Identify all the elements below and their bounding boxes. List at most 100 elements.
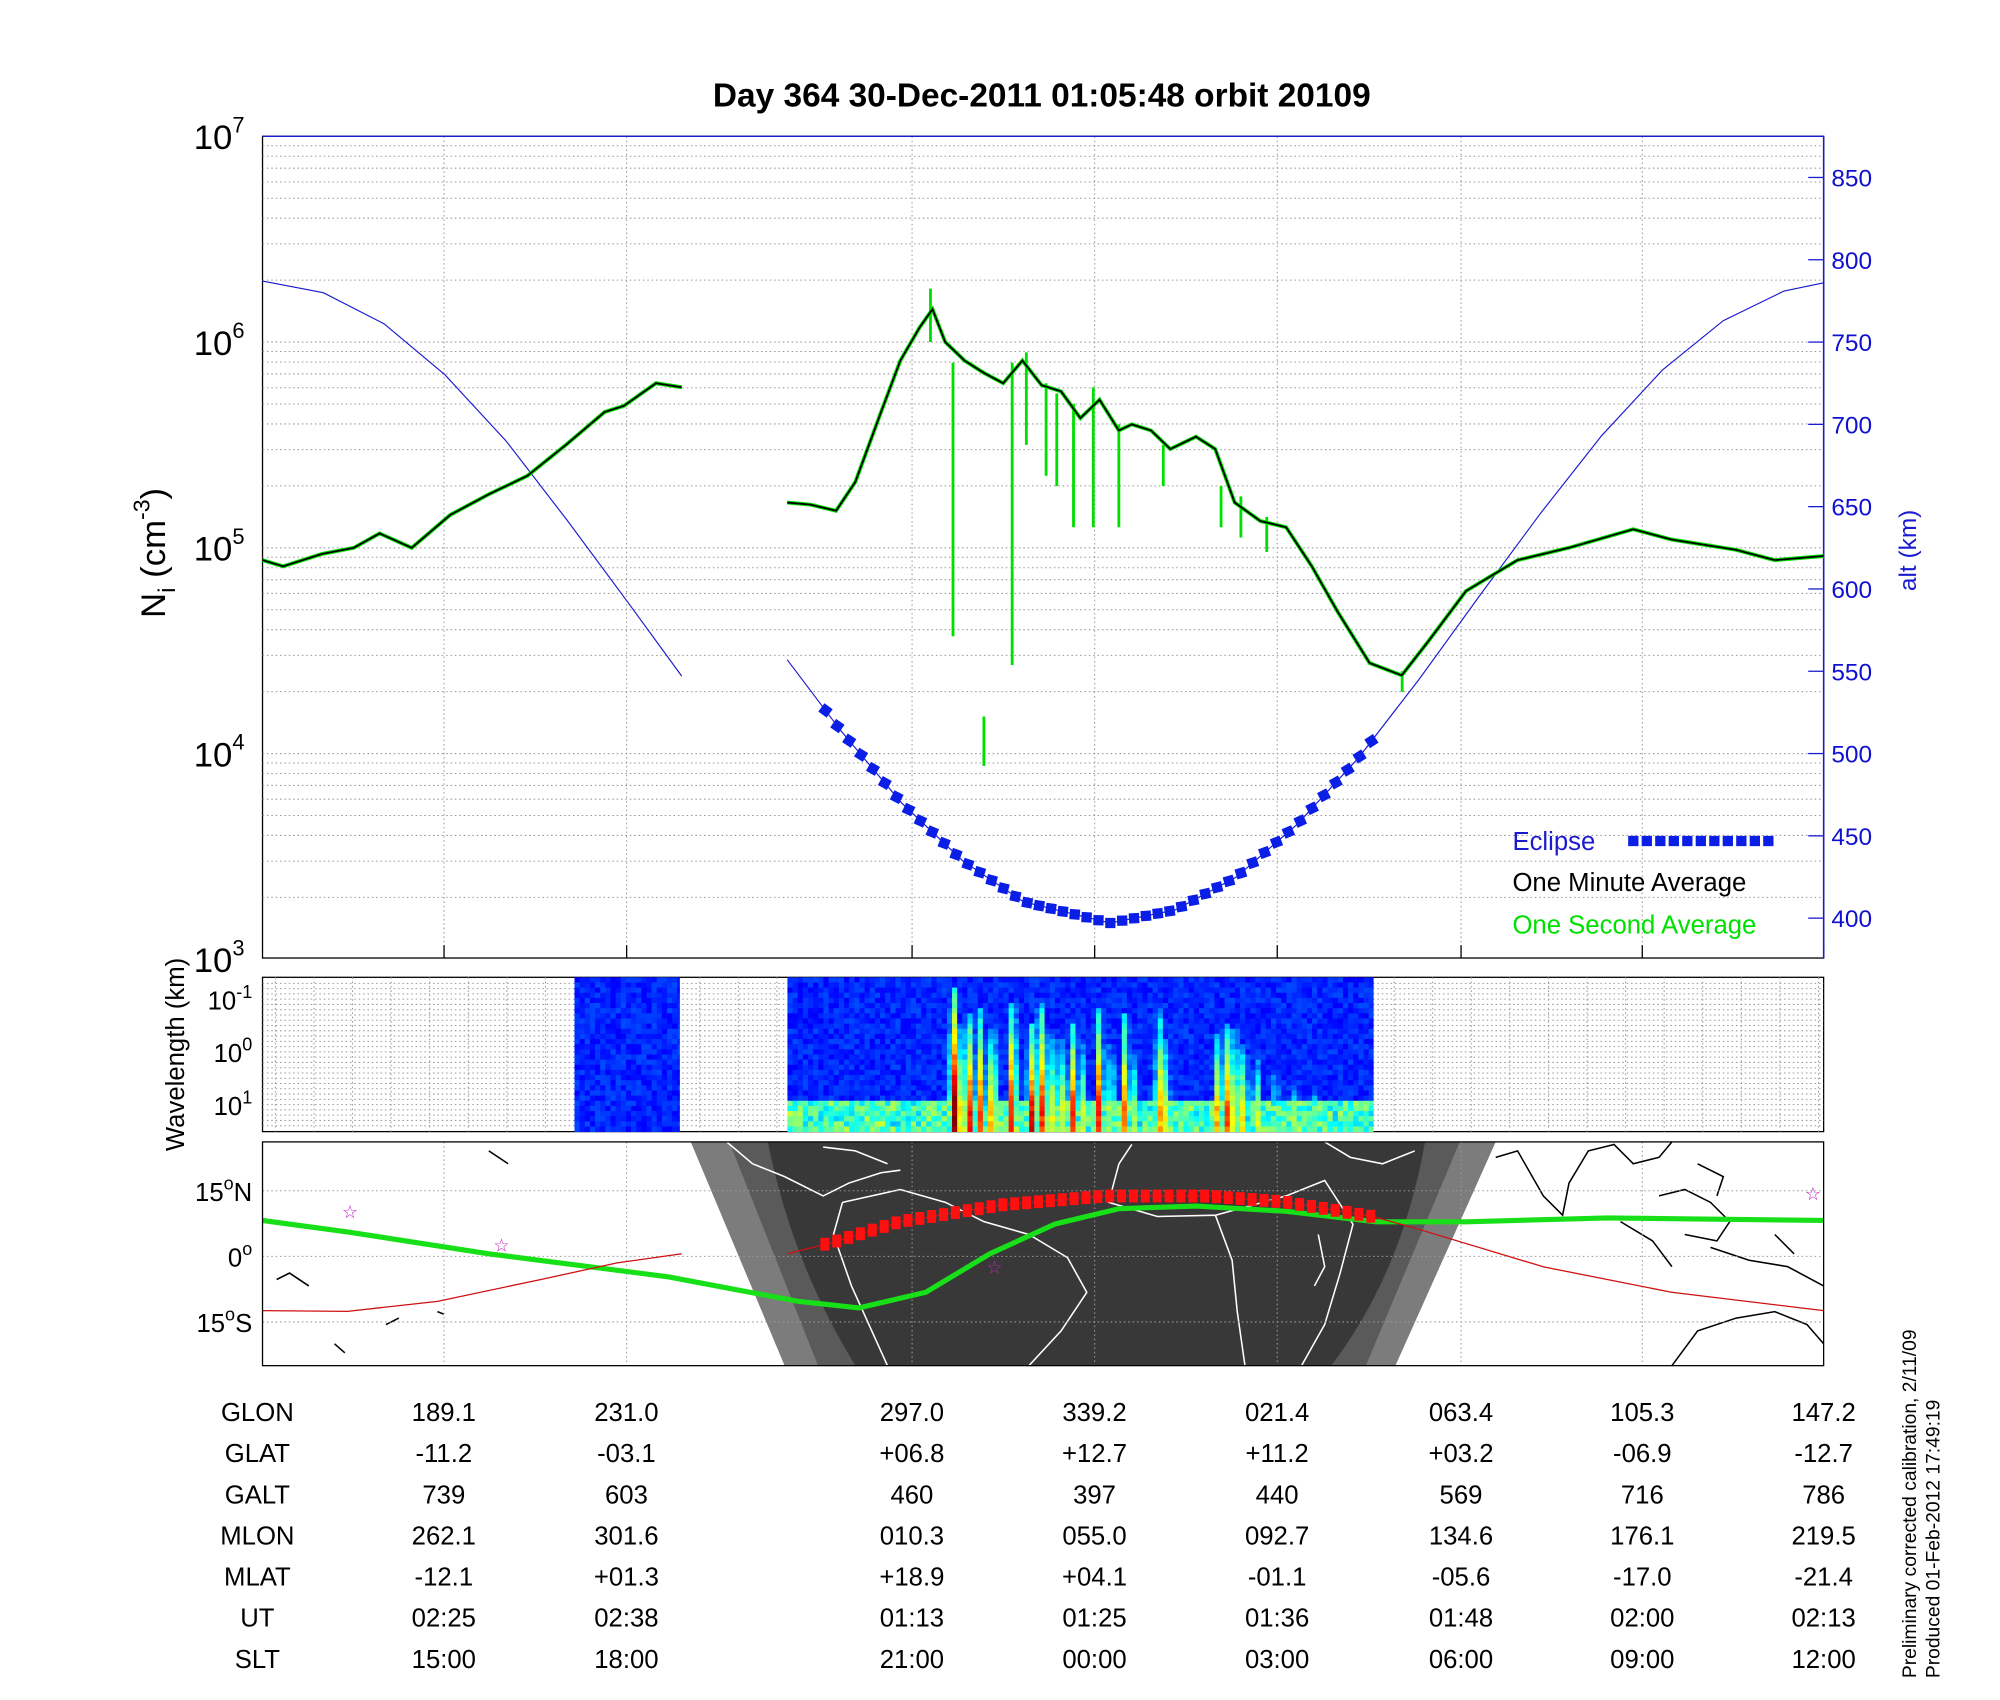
spectrogram-cell: [1306, 1003, 1313, 1009]
spectrogram-cell: [993, 1095, 999, 1102]
spectrogram-cell: [1229, 1028, 1236, 1035]
spectrogram-cell: [589, 992, 596, 999]
spectrogram-cell: [1240, 1064, 1246, 1071]
spectrogram-cell: [1054, 1069, 1061, 1076]
spectrogram-cell: [1060, 1126, 1066, 1133]
spectrogram-cell: [967, 1018, 973, 1024]
spectrogram-cell: [1116, 1044, 1123, 1050]
spectrogram-cell: [1034, 1080, 1040, 1086]
spectrogram-cell: [993, 1008, 999, 1014]
spectrogram-cell: [1126, 1059, 1133, 1066]
spectrogram-cell: [977, 1028, 984, 1035]
spectrogram-cell: [869, 1018, 876, 1024]
spectrogram-cell: [656, 1095, 663, 1102]
spectrogram-cell: [600, 1054, 606, 1060]
spectrogram-cell: [828, 1013, 835, 1019]
spectrogram-cell: [1327, 1116, 1334, 1122]
tick-base: 10: [194, 942, 233, 980]
spectrogram-cell: [957, 987, 963, 994]
spectrogram-cell: [1065, 1090, 1071, 1096]
spectrogram-cell: [636, 1105, 642, 1112]
spectrogram-cell: [869, 1111, 876, 1117]
spectrogram-cell: [1250, 987, 1256, 994]
spectrogram-cell: [1286, 1075, 1292, 1081]
spectrogram-cell: [579, 1105, 586, 1112]
spectrogram-cell: [1060, 1111, 1066, 1117]
spectrogram-cell: [1250, 982, 1256, 988]
spectrogram-cell: [936, 1039, 943, 1045]
spectrogram-cell: [1286, 1054, 1292, 1060]
spectrogram-cell: [957, 1018, 963, 1024]
spectrogram-cell: [1142, 1044, 1148, 1050]
table-cell: 06:00: [1429, 1646, 1493, 1674]
spectrogram-cell: [1291, 1039, 1298, 1045]
spectrogram-cell: [1224, 1105, 1231, 1112]
spectrogram-cell: [1368, 1044, 1374, 1050]
eclipse-track-marker: [1259, 1193, 1269, 1207]
spectrogram-cell: [1188, 1059, 1195, 1066]
spectrogram-cell: [574, 1039, 581, 1045]
spectrogram-cell: [661, 1018, 668, 1024]
spectrogram-cell: [941, 1111, 948, 1117]
spectrogram-cell: [787, 982, 793, 988]
spectrogram-cell: [859, 1090, 865, 1096]
spectrogram-cell: [1368, 1033, 1374, 1040]
spectrogram-cell: [1039, 1069, 1046, 1076]
spectrogram-cell: [1126, 1075, 1133, 1081]
spectrogram-cell: [1188, 1111, 1195, 1117]
spectrogram-cell: [787, 1116, 793, 1122]
spectrogram-cell: [823, 1080, 829, 1086]
spectrogram-cell: [1353, 1039, 1359, 1045]
spectrogram-cell: [1054, 987, 1061, 994]
spectrogram-cell: [620, 1100, 627, 1107]
spectrogram-cell: [1137, 1064, 1143, 1071]
spectrogram-cell: [620, 1018, 627, 1024]
spectrogram-cell: [1286, 1126, 1292, 1133]
spectrogram-cell: [802, 1033, 809, 1040]
spectrogram-cell: [646, 1095, 653, 1102]
spectrogram-cell: [1234, 1044, 1241, 1050]
spectrogram-cell: [677, 1039, 680, 1045]
spectrogram-cell: [1075, 982, 1082, 988]
spectrogram-cell: [574, 1085, 581, 1091]
spectrogram-cell: [864, 1075, 871, 1081]
spectrogram-cell: [859, 997, 865, 1004]
spectrogram-cell: [1234, 1003, 1241, 1009]
spectrogram-cell: [1286, 1090, 1292, 1096]
table-cell: 01:13: [880, 1605, 944, 1633]
spectrogram-cell: [957, 1008, 963, 1014]
spectrogram-cell: [1234, 1069, 1241, 1076]
spectrogram-cell: [916, 1075, 922, 1081]
spectrogram-cell: [625, 1069, 632, 1076]
lat-label-text: 15: [195, 1179, 224, 1207]
spectrogram-cell: [1188, 1085, 1195, 1091]
spectrogram-cell: [1137, 1111, 1143, 1117]
spectrogram-cell: [636, 1126, 642, 1133]
spectrogram-cell: [880, 1075, 886, 1081]
spectrogram-cell: [1306, 1116, 1313, 1122]
spectrogram-cell: [636, 1116, 642, 1122]
spectrogram-cell: [1353, 1095, 1359, 1102]
spectrogram-cell: [1240, 1049, 1246, 1055]
spectrogram-cell: [1322, 987, 1328, 994]
spectrogram-cell: [1363, 1018, 1370, 1024]
spectrogram-cell: [1332, 1044, 1339, 1050]
spectrogram-cell: [982, 1090, 989, 1096]
tick-exp: 7: [232, 112, 244, 137]
spectrogram-cell: [661, 1111, 668, 1117]
spectrogram-cell: [797, 1085, 804, 1091]
spectrogram-cell: [885, 987, 891, 994]
spectrogram-cell: [802, 1069, 809, 1076]
spectrogram-cell: [1039, 1064, 1046, 1071]
spectrogram-cell: [982, 1121, 989, 1127]
spectrogram-cell: [1070, 1049, 1076, 1055]
spectrogram-cell: [1296, 1008, 1303, 1014]
spectrogram-cell: [921, 1013, 927, 1019]
spectrogram-cell: [864, 1100, 871, 1107]
spectrogram-cell: [1137, 982, 1143, 988]
spectrogram-cell: [921, 1116, 927, 1122]
spectrogram-cell: [818, 1116, 824, 1122]
spectrogram-cell: [615, 1075, 622, 1081]
spectrogram-cell: [1126, 997, 1133, 1004]
spectrogram-cell: [1111, 1003, 1118, 1009]
